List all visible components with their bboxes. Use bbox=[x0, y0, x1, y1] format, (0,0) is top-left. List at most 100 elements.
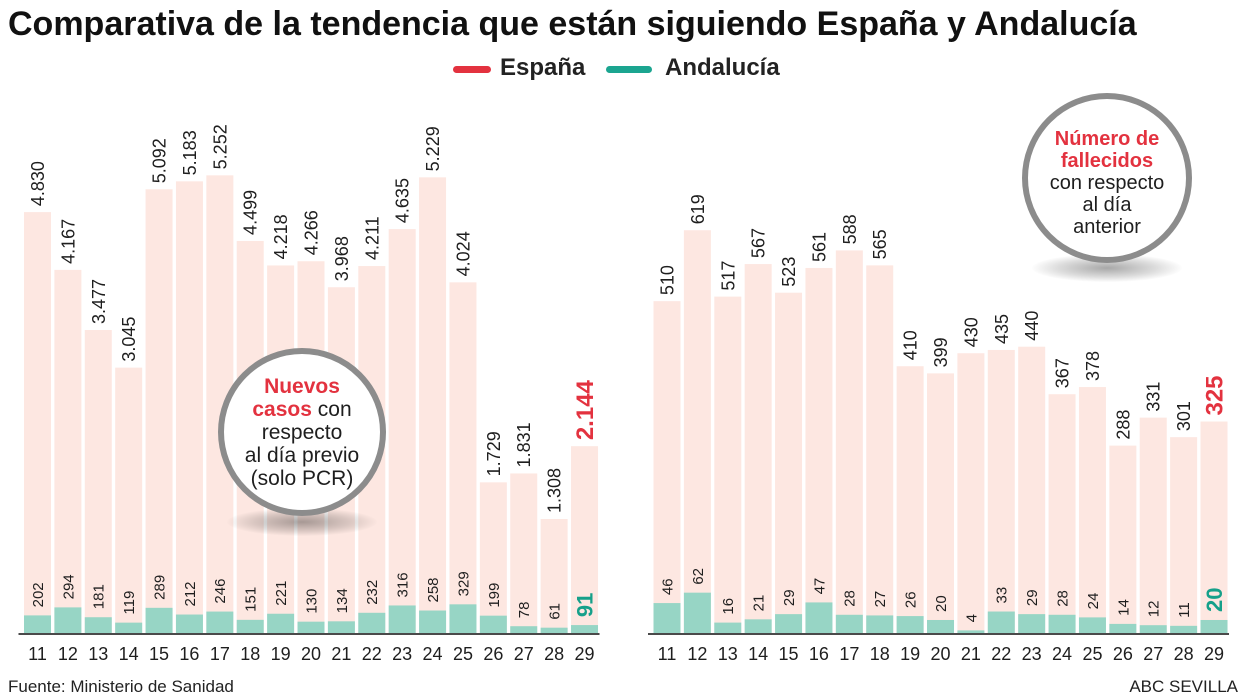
spain-value-label: 4.635 bbox=[393, 178, 413, 223]
andalucia-value-label: 232 bbox=[364, 580, 381, 605]
andalucia-value-label: 151 bbox=[243, 587, 260, 612]
day-tick-label: 18 bbox=[240, 644, 260, 664]
day-tick-label: 21 bbox=[331, 644, 351, 664]
spain-bar bbox=[115, 367, 143, 633]
spain-bar bbox=[449, 282, 477, 633]
spain-value-label: 5.183 bbox=[180, 130, 200, 175]
day-tick-label: 29 bbox=[575, 644, 595, 664]
andalucia-bar bbox=[866, 615, 894, 633]
andalucia-value-label: 14 bbox=[1115, 599, 1132, 616]
spain-value-label: 4.024 bbox=[453, 231, 473, 276]
spain-value-label: 4.167 bbox=[58, 219, 78, 264]
day-tick-label: 24 bbox=[423, 644, 443, 664]
andalucia-value-label: 119 bbox=[121, 591, 138, 615]
day-tick-label: 12 bbox=[58, 644, 78, 664]
spain-value-label: 399 bbox=[931, 337, 951, 367]
andalucia-value-label: 61 bbox=[547, 603, 564, 620]
panel-label-line: Número de bbox=[1055, 128, 1159, 150]
spain-value-label: 4.211 bbox=[362, 216, 382, 260]
andalucia-bar bbox=[419, 610, 447, 633]
panel-label-highlight: Nuevos bbox=[264, 374, 340, 398]
andalucia-bar bbox=[388, 605, 416, 633]
andalucia-bar bbox=[1109, 623, 1137, 633]
andalucia-bar bbox=[1018, 614, 1046, 633]
andalucia-bar bbox=[1139, 625, 1167, 633]
spain-value-label: 1.308 bbox=[545, 468, 565, 513]
panel-label-text: con respecto bbox=[1049, 172, 1165, 194]
spain-value-label: 5.252 bbox=[210, 124, 230, 169]
day-tick-label: 19 bbox=[271, 644, 291, 664]
andalucia-value-label: 33 bbox=[994, 587, 1011, 604]
spain-value-label: 4.830 bbox=[28, 161, 48, 206]
panel-label-line: al día bbox=[1083, 194, 1132, 216]
spain-value-label: 565 bbox=[870, 229, 890, 259]
andalucia-bar bbox=[896, 616, 924, 633]
day-tick-label: 20 bbox=[301, 644, 321, 664]
spain-value-label: 367 bbox=[1053, 358, 1073, 388]
andalucia-value-label: 221 bbox=[273, 581, 290, 606]
andalucia-value-label: 78 bbox=[516, 602, 533, 619]
andalucia-value-label: 199 bbox=[486, 583, 503, 608]
andalucia-value-label: 246 bbox=[212, 579, 229, 604]
spain-bar bbox=[957, 353, 985, 633]
andalucia-value-label: 46 bbox=[659, 578, 676, 595]
spain-value-label: 567 bbox=[749, 228, 769, 258]
spain-value-label: 378 bbox=[1083, 351, 1103, 381]
andalucia-bar bbox=[683, 592, 711, 633]
spain-value-label: 4.266 bbox=[301, 210, 321, 255]
panel-label-text: anterior bbox=[1073, 216, 1141, 238]
spain-bar bbox=[24, 212, 51, 633]
spain-bar bbox=[479, 482, 507, 633]
andalucia-value-label: 202 bbox=[30, 582, 47, 607]
andalucia-value-label: 47 bbox=[811, 578, 828, 595]
andalucia-value-label: 28 bbox=[1054, 590, 1071, 607]
andalucia-bar bbox=[540, 627, 568, 633]
spain-value-label: 5.229 bbox=[423, 126, 443, 171]
andalucia-bar bbox=[957, 630, 985, 633]
day-tick-label: 16 bbox=[179, 644, 199, 664]
panel-label-line: respecto bbox=[262, 421, 343, 444]
panel-label-text: (solo PCR) bbox=[250, 466, 354, 490]
publisher-credit: ABC SEVILLA bbox=[1129, 677, 1238, 696]
andalucia-bar bbox=[987, 611, 1015, 633]
panel-label-line: anterior bbox=[1073, 216, 1141, 238]
panel-label-line: con respecto bbox=[1050, 172, 1165, 194]
legend-swatch-spain bbox=[453, 66, 491, 73]
andalucia-value-label: 12 bbox=[1146, 601, 1163, 618]
day-tick-label: 28 bbox=[1174, 644, 1194, 664]
andalucia-value-label: 258 bbox=[425, 577, 442, 602]
panel-label-line: casos con bbox=[252, 398, 351, 421]
andalucia-value-label: 134 bbox=[334, 588, 351, 613]
spain-bar bbox=[510, 473, 538, 633]
panel-label-text: respecto bbox=[261, 420, 343, 444]
spain-bar bbox=[54, 269, 82, 633]
source-note: Fuente: Ministerio de Sanidad bbox=[8, 677, 234, 696]
andalucia-bar bbox=[206, 611, 234, 633]
day-tick-label: 25 bbox=[453, 644, 473, 664]
andalucia-bar bbox=[571, 625, 599, 633]
spain-bar bbox=[835, 250, 863, 633]
legend-label-andalucia: Andalucía bbox=[665, 54, 780, 81]
deaths-chart: 510 46 11 619 62 12 517 16 13 567 21 14 523 29 15 561 47… bbox=[648, 194, 1230, 664]
andalucia-value-label: 181 bbox=[91, 584, 108, 609]
spain-value-label: 510 bbox=[657, 265, 677, 295]
spain-value-label: 517 bbox=[718, 261, 738, 291]
andalucia-value-label: 29 bbox=[781, 589, 798, 606]
day-tick-label: 16 bbox=[809, 644, 829, 664]
spain-bar bbox=[175, 181, 203, 634]
panel-label-highlight: Número de bbox=[1054, 128, 1160, 150]
day-tick-label: 26 bbox=[483, 644, 503, 664]
spain-value-label: 4.218 bbox=[271, 214, 291, 259]
day-tick-label: 17 bbox=[839, 644, 859, 664]
panel-label-text: al día bbox=[1082, 194, 1132, 216]
panel-label-line: Nuevos bbox=[264, 375, 340, 398]
andalucia-value-label: 21 bbox=[751, 595, 768, 612]
day-tick-label: 13 bbox=[718, 644, 738, 664]
andalucia-value-label: 27 bbox=[872, 591, 889, 608]
andalucia-bar bbox=[267, 613, 295, 633]
spain-bar bbox=[987, 349, 1015, 633]
spain-bar bbox=[1200, 421, 1228, 633]
day-tick-label: 11 bbox=[28, 644, 47, 664]
spain-value-label: 4.499 bbox=[241, 190, 261, 235]
day-tick-label: 21 bbox=[961, 644, 981, 664]
